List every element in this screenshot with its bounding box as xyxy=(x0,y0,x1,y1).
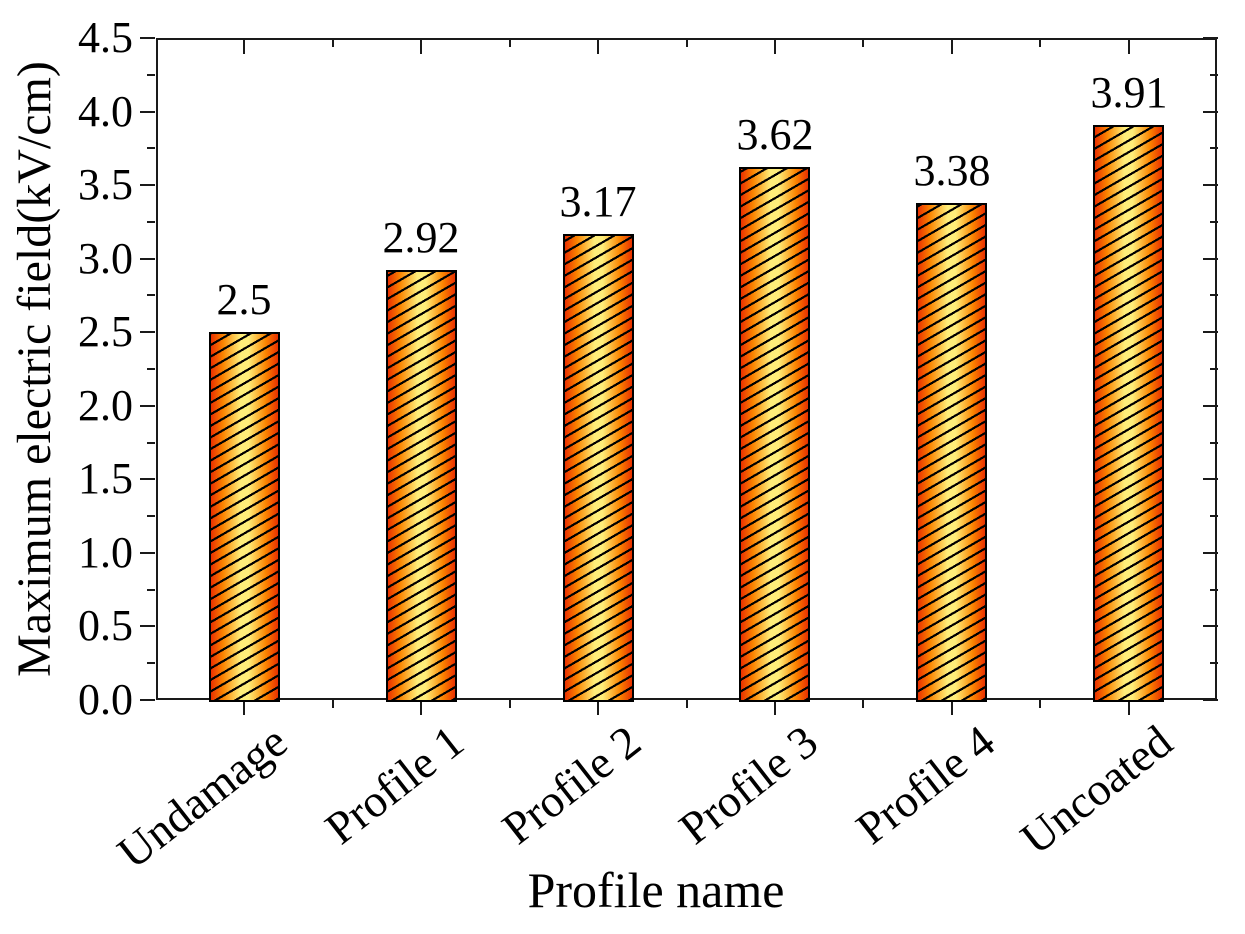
y-minor-tick-right xyxy=(1210,588,1218,591)
x-major-tick-bottom xyxy=(597,700,600,715)
y-tick-label: 4.0 xyxy=(78,86,133,136)
bar-profile-2 xyxy=(563,234,634,702)
y-major-tick-right xyxy=(1203,551,1218,554)
x-minor-tick-top xyxy=(685,39,688,47)
bar-profile-4 xyxy=(916,203,987,702)
y-major-tick-left xyxy=(140,625,155,628)
y-minor-tick-left xyxy=(147,588,155,591)
x-major-tick-top xyxy=(1127,39,1130,54)
y-major-tick-left xyxy=(140,404,155,407)
x-minor-tick-top xyxy=(331,39,334,47)
y-major-tick-right xyxy=(1203,257,1218,260)
y-minor-tick-left xyxy=(147,220,155,223)
bar-undamage xyxy=(209,332,280,702)
x-minor-tick-bottom xyxy=(685,700,688,708)
y-major-tick-left xyxy=(140,699,155,701)
y-tick-label: 2.0 xyxy=(78,380,133,430)
y-major-tick-right xyxy=(1203,184,1218,187)
y-minor-tick-left xyxy=(147,147,155,150)
y-minor-tick-left xyxy=(147,294,155,297)
x-category-label-text: Profile 2 xyxy=(492,715,651,854)
y-major-tick-left xyxy=(140,37,155,39)
y-tick-label: 1.0 xyxy=(78,527,133,577)
x-category-label-text: Uncoated xyxy=(1010,715,1182,865)
y-tick-label: 3.0 xyxy=(78,233,133,283)
y-minor-tick-left xyxy=(147,662,155,665)
x-minor-tick-bottom xyxy=(508,700,511,708)
y-tick-label: 4.5 xyxy=(78,13,133,62)
x-category-label: Undamage xyxy=(67,715,296,878)
bar-profile-3 xyxy=(739,167,810,702)
x-minor-tick-top xyxy=(862,39,865,47)
y-minor-tick-right xyxy=(1210,662,1218,665)
x-major-tick-bottom xyxy=(420,700,423,715)
y-major-tick-right xyxy=(1203,110,1218,113)
y-minor-tick-left xyxy=(147,515,155,518)
x-major-tick-top xyxy=(597,39,600,54)
bar-profile-1 xyxy=(386,270,457,702)
y-minor-tick-left xyxy=(147,441,155,444)
y-tick-label: 2.5 xyxy=(78,307,133,357)
y-minor-tick-right xyxy=(1210,220,1218,223)
bar-value-label: 3.62 xyxy=(736,110,814,159)
x-major-tick-top xyxy=(243,39,246,54)
y-tick-label: 0.0 xyxy=(78,675,133,724)
y-minor-tick-right xyxy=(1210,73,1218,76)
bar-value-label: 3.38 xyxy=(913,146,991,195)
y-tick-label: 3.5 xyxy=(78,160,133,210)
y-major-tick-right xyxy=(1203,331,1218,334)
y-major-tick-left xyxy=(140,184,155,187)
x-category-label-text: Profile 3 xyxy=(669,715,828,854)
y-tick-label: 0.5 xyxy=(78,601,133,651)
bar-uncoated xyxy=(1093,125,1164,702)
x-major-tick-bottom xyxy=(1127,700,1130,715)
bar-value-label: 2.92 xyxy=(382,213,460,262)
x-category-label-text: Undamage xyxy=(107,715,297,879)
y-major-tick-left xyxy=(140,551,155,554)
y-tick-label: 1.5 xyxy=(78,454,133,504)
y-major-tick-right xyxy=(1203,404,1218,407)
y-minor-tick-right xyxy=(1210,294,1218,297)
y-major-tick-left xyxy=(140,257,155,260)
y-major-tick-right xyxy=(1203,625,1218,628)
x-category-label: Profile 4 xyxy=(814,715,1004,854)
bar-value-label: 3.91 xyxy=(1090,68,1168,117)
x-major-tick-bottom xyxy=(243,700,246,715)
x-major-tick-top xyxy=(773,39,776,54)
x-category-label: Profile 3 xyxy=(637,715,827,854)
x-minor-tick-bottom xyxy=(331,700,334,708)
x-minor-tick-bottom xyxy=(1039,700,1042,708)
y-major-tick-right xyxy=(1203,37,1218,39)
y-minor-tick-right xyxy=(1210,441,1218,444)
x-major-tick-bottom xyxy=(950,700,953,715)
x-category-label: Profile 1 xyxy=(283,715,473,854)
plot-area xyxy=(156,38,1217,700)
y-major-tick-left xyxy=(140,478,155,481)
y-minor-tick-left xyxy=(147,368,155,370)
y-major-tick-left xyxy=(140,110,155,113)
y-major-tick-right xyxy=(1203,699,1218,701)
x-minor-tick-bottom xyxy=(862,700,865,708)
y-minor-tick-right xyxy=(1210,368,1218,370)
x-category-label-text: Profile 1 xyxy=(315,715,474,854)
x-minor-tick-top xyxy=(1039,39,1042,47)
bar-value-label: 2.5 xyxy=(216,275,272,324)
x-major-tick-bottom xyxy=(773,700,776,715)
x-category-label: Uncoated xyxy=(975,715,1181,864)
x-axis-title: Profile name xyxy=(527,862,785,918)
x-major-tick-top xyxy=(420,39,423,54)
x-category-label: Profile 2 xyxy=(460,715,650,854)
x-minor-tick-top xyxy=(508,39,511,47)
x-major-tick-top xyxy=(950,39,953,54)
y-minor-tick-right xyxy=(1210,515,1218,518)
y-major-tick-left xyxy=(140,331,155,334)
bar-value-label: 3.17 xyxy=(559,177,637,226)
y-major-tick-right xyxy=(1203,478,1218,481)
y-minor-tick-left xyxy=(147,73,155,76)
y-minor-tick-right xyxy=(1210,147,1218,150)
